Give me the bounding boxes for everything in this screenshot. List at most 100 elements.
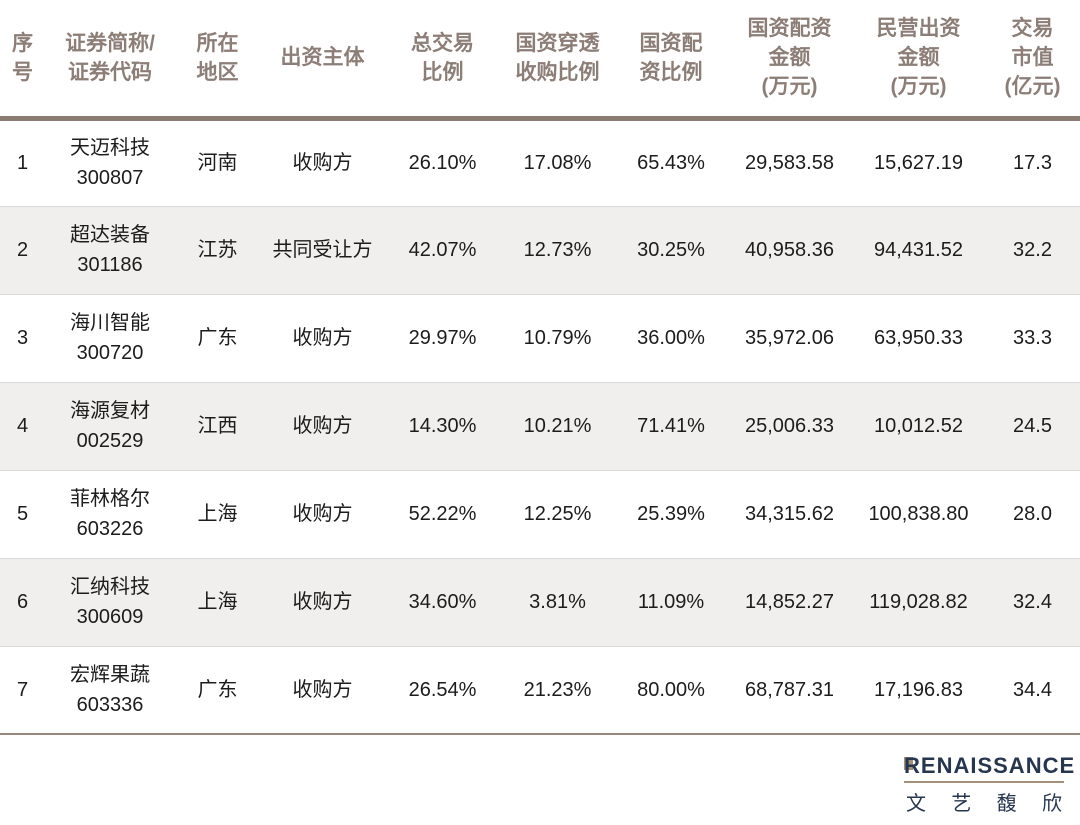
table-cell: 收购方: [292, 327, 353, 349]
renaissance-chinese-char: 欣: [1041, 793, 1062, 815]
table-row: 1 天迈科技 300807 河南 收购方 26.10% 17.08% 65.43% 29,58…: [0, 118, 1080, 206]
table-cell: 广东: [197, 327, 238, 349]
table-cell: 17.3: [1013, 152, 1052, 174]
table-cell: 3.81%: [529, 591, 586, 613]
table-cell: 25,006.33: [745, 415, 834, 437]
table-cell: 65.43%: [637, 152, 705, 174]
table-cell: 河南: [197, 152, 238, 174]
table-cell: 超达装备 301186: [70, 224, 150, 276]
table-cell: 52.22%: [408, 503, 477, 525]
table-header: 序 号证券简称/ 证券代码 所在 地区 出资主体 总交易 比例 国资穿透 收购比例 国资配…: [0, 0, 1080, 121]
table-cell: 江西: [197, 415, 238, 437]
table-cell: 天迈科技 300807: [70, 137, 150, 189]
table-cell: 42.07%: [408, 239, 477, 261]
renaissance-chinese-name: 文艺馥欣: [904, 787, 1064, 816]
table-cell: 4: [16, 415, 29, 437]
table-cell: 26.54%: [408, 678, 477, 701]
table-cell: 34.60%: [408, 591, 477, 613]
table-row: 3 海川智能 300720 广东 收购方 29.97% 10.79% 36.00% 35,97…: [0, 294, 1080, 382]
table-row: 6 汇纳科技 300609 上海 收购方 34.60% 3.81% 11.09% 14,852…: [0, 558, 1080, 646]
table-cell: 10,012.52: [874, 415, 963, 437]
table-cell: 29,583.58: [745, 152, 834, 174]
table-body: 1 天迈科技 300807 河南 收购方 26.10% 17.08% 65.43% 29,58…: [0, 118, 1080, 734]
renaissance-r-letter: R: [904, 753, 921, 778]
column-header: 出资主体: [260, 0, 385, 121]
column-header: 民营出资 金额 (万元): [852, 0, 985, 121]
table-cell: 收购方: [292, 152, 353, 174]
table-cell: 汇纳科技 300609: [70, 576, 150, 628]
table-cell: 30.25%: [637, 239, 705, 261]
table-cell: 100,838.80: [868, 503, 969, 525]
table-cell: 15,627.19: [874, 152, 963, 174]
table-cell: 上海: [197, 503, 238, 525]
table-cell: 28.0: [1013, 503, 1052, 525]
table-cell: 24.5: [1013, 415, 1052, 437]
table-cell: 菲林格尔 603226: [70, 488, 150, 540]
renaissance-wordmark-rest: ENAISSANCE: [920, 753, 1076, 778]
table-cell: 广东: [197, 678, 238, 701]
table-cell: 收购方: [292, 591, 353, 613]
table-cell: 3: [16, 327, 29, 349]
table-cell: 12.73%: [523, 239, 592, 261]
table-cell: 海川智能 300720: [70, 312, 150, 364]
table-cell: 35,972.06: [745, 327, 834, 349]
table-cell: 34.4: [1013, 678, 1052, 701]
table-cell: 32.2: [1013, 239, 1052, 261]
renaissance-r-icon: R: [904, 753, 921, 779]
table-cell: 6: [16, 591, 29, 613]
column-header: 国资配资 金额 (万元): [727, 0, 852, 121]
table-cell: 63,950.33: [874, 327, 963, 349]
table-cell: 17.08%: [523, 152, 592, 174]
table-cell: 10.21%: [523, 415, 592, 437]
table-cell: 119,028.82: [869, 591, 968, 613]
table-row: 7 宏辉果蔬 603336 广东 收购方 26.54% 21.23% 80.00% 68,78…: [0, 646, 1080, 734]
table-row: 4 海源复材 002529 江西 收购方 14.30% 10.21% 71.41% 25,00…: [0, 382, 1080, 470]
column-header: 证券简称/ 证券代码: [45, 0, 175, 121]
table-cell: 11.09%: [637, 591, 705, 613]
table-cell: 上海: [197, 591, 238, 613]
table-cell: 共同受让方: [272, 239, 373, 261]
table-cell: 12.25%: [523, 503, 592, 525]
column-header: 国资配 资比例: [615, 0, 727, 121]
table-cell: 32.4: [1013, 591, 1052, 613]
table-cell: 71.41%: [637, 415, 705, 437]
column-header: 国资穿透 收购比例: [500, 0, 615, 121]
table-cell: 29.97%: [408, 327, 477, 349]
renaissance-r-tan-block: [904, 757, 913, 770]
column-header: 总交易 比例: [385, 0, 500, 121]
table-header-row: 序 号证券简称/ 证券代码 所在 地区 出资主体 总交易 比例 国资穿透 收购比例 国资配…: [0, 0, 1080, 121]
table-cell: 2: [16, 239, 29, 261]
table-cell: 80.00%: [637, 678, 705, 701]
table-row: 5 菲林格尔 603226 上海 收购方 52.22% 12.25% 25.39% 34,31…: [0, 470, 1080, 558]
renaissance-chinese-char: 文: [906, 793, 926, 815]
column-header: 交易 市值 (亿元): [985, 0, 1080, 121]
table-cell: 21.23%: [523, 678, 592, 701]
table-cell: 收购方: [292, 678, 353, 701]
table-cell: 10.79%: [523, 327, 592, 349]
table-cell: 33.3: [1013, 327, 1052, 349]
table-cell: 68,787.31: [745, 678, 834, 701]
table-cell: 1: [16, 152, 29, 174]
renaissance-chinese-char: 馥: [996, 793, 1017, 815]
securities-investment-table: 序 号证券简称/ 证券代码 所在 地区 出资主体 总交易 比例 国资穿透 收购比例 国资配…: [0, 0, 1080, 735]
renaissance-logo-wordmark: R ENAISSANCE: [904, 753, 1074, 783]
table-cell: 94,431.52: [874, 239, 963, 261]
table-cell: 36.00%: [637, 327, 705, 349]
table-cell: 江苏: [197, 239, 238, 261]
table-cell: 40,958.36: [745, 239, 834, 261]
column-header: 序 号: [0, 0, 45, 121]
table-cell: 26.10%: [408, 152, 477, 174]
column-header: 所在 地区: [175, 0, 260, 121]
table-cell: 收购方: [292, 503, 353, 525]
table-cell: 14.30%: [408, 415, 477, 437]
table-cell: 17,196.83: [874, 678, 963, 701]
table-cell: 海源复材 002529: [70, 400, 150, 452]
table-cell: 14,852.27: [745, 591, 834, 613]
table-cell: 25.39%: [637, 503, 705, 525]
table-cell: 34,315.62: [745, 503, 834, 525]
table-row: 2 超达装备 301186 江苏 共同受让方 42.07% 12.73% 30.25% 40,…: [0, 206, 1080, 294]
renaissance-logo: R ENAISSANCE 文 艺 馥 欣: [904, 753, 1074, 816]
table-cell: 收购方: [292, 415, 353, 437]
renaissance-chinese-char: 艺: [951, 793, 972, 815]
